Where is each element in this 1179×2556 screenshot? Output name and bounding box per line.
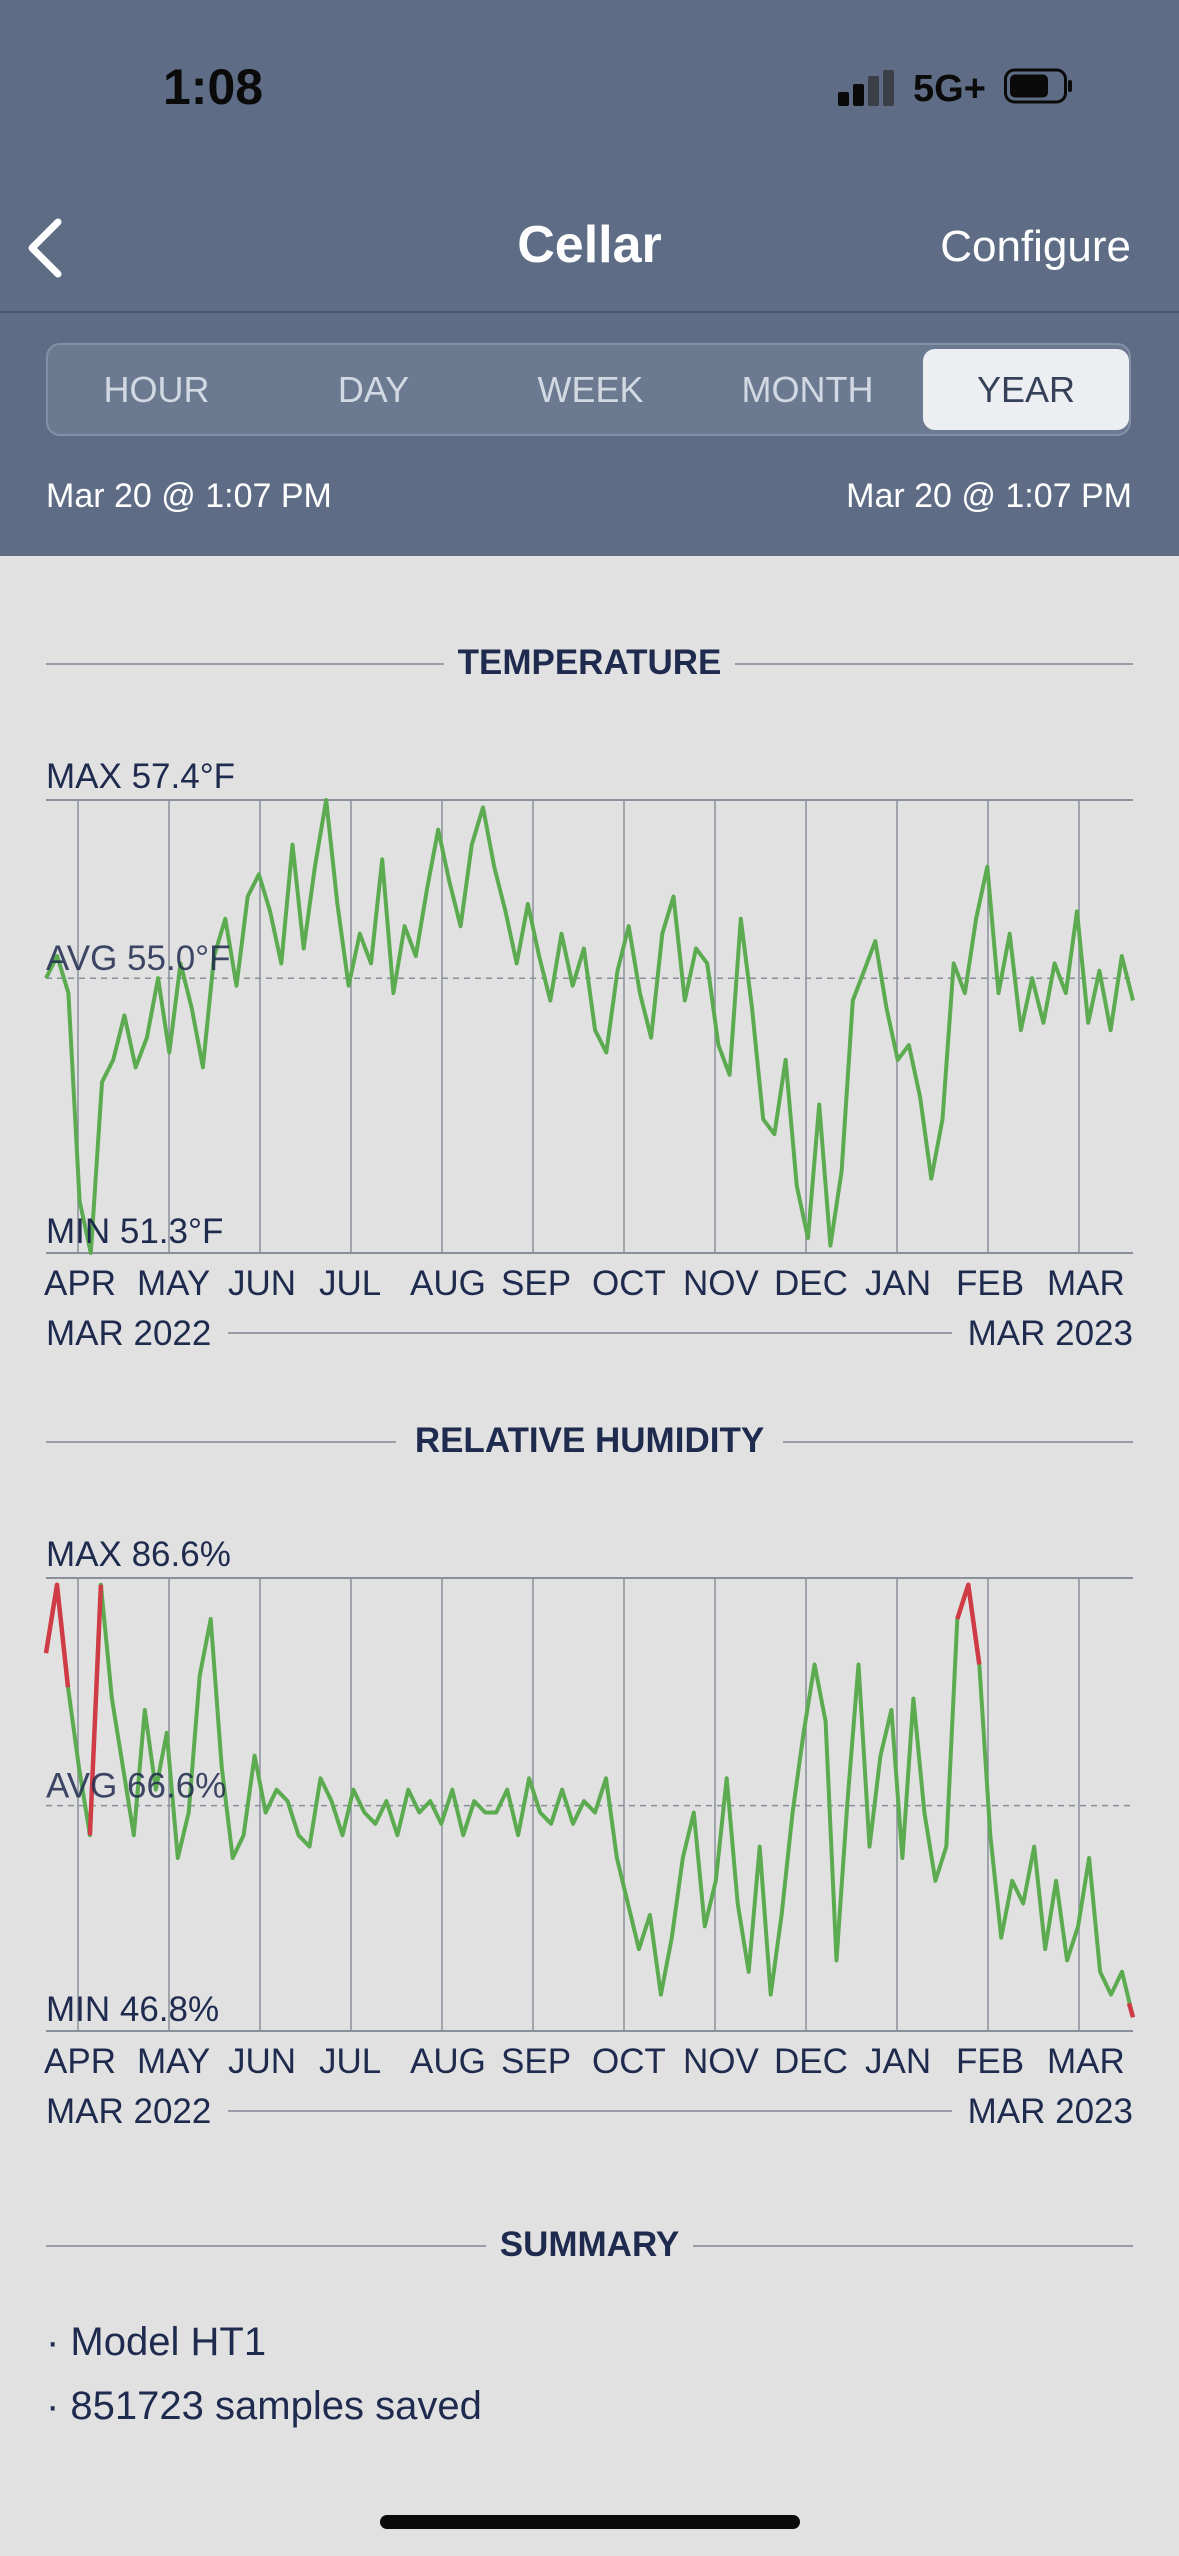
month-label: JAN: [865, 1264, 931, 1303]
header-bar: 1:08 5G+ Cellar Configure HOUR DAY WEEK …: [0, 0, 1179, 556]
series-line: [44, 798, 1135, 1255]
tab-hour[interactable]: HOUR: [103, 369, 210, 410]
network-label: 5G+: [913, 68, 986, 110]
chevron-left-icon: [28, 218, 62, 278]
alert-segment: [43, 1582, 71, 1688]
back-button[interactable]: [20, 210, 80, 280]
month-label: MAY: [137, 1264, 210, 1303]
tab-year[interactable]: YEAR: [923, 349, 1129, 430]
nav-divider: [0, 311, 1179, 313]
range-end: Mar 20 @ 1:07 PM: [846, 477, 1132, 515]
month-label: AUG: [410, 2042, 486, 2081]
month-label: DEC: [774, 1264, 848, 1303]
month-label: MAR: [1047, 1264, 1125, 1303]
month-label: MAY: [137, 2042, 210, 2081]
status-time: 1:08: [163, 59, 264, 115]
month-label: JUL: [319, 2042, 381, 2081]
month-label: SEP: [501, 1264, 571, 1303]
period-segmented-control: HOUR DAY WEEK MONTH YEAR: [46, 343, 1131, 436]
home-indicator: [380, 2515, 800, 2529]
month-label: NOV: [683, 1264, 760, 1303]
period-start-label: MAR 2022: [46, 2092, 211, 2128]
month-label: SEP: [501, 2042, 571, 2081]
summary-model: · Model HT1: [46, 2320, 267, 2364]
min-label: MIN 46.8%: [46, 1990, 219, 2029]
alert-segment: [87, 1584, 104, 1836]
configure-button[interactable]: Configure: [940, 222, 1131, 271]
alert-segment: [955, 1582, 982, 1665]
battery-icon: [1004, 68, 1074, 104]
tab-month[interactable]: MONTH: [741, 369, 874, 410]
month-label: OCT: [592, 2042, 666, 2081]
month-label: JUN: [228, 1264, 296, 1303]
month-label: NOV: [683, 2042, 760, 2081]
month-label: FEB: [956, 2042, 1024, 2081]
range-start: Mar 20 @ 1:07 PM: [46, 477, 332, 515]
tab-week[interactable]: WEEK: [537, 369, 644, 410]
min-label: MIN 51.3°F: [46, 1212, 223, 1251]
humidity-section-title: RELATIVE HUMIDITY: [46, 1421, 1133, 1461]
month-label: JUN: [228, 2042, 296, 2081]
signal-icon: [838, 70, 898, 106]
summary-section-title: SUMMARY: [46, 2225, 1133, 2265]
month-label: AUG: [410, 1264, 486, 1303]
period-end-label: MAR 2023: [968, 2092, 1133, 2128]
month-label: FEB: [956, 1264, 1024, 1303]
temperature-section-title: TEMPERATURE: [46, 643, 1133, 683]
tab-day[interactable]: DAY: [337, 369, 410, 410]
avg-label: AVG 55.0°F: [46, 939, 231, 978]
month-label: OCT: [592, 1264, 666, 1303]
month-label: JUL: [319, 1264, 381, 1303]
period-end-label: MAR 2023: [968, 1314, 1133, 1350]
max-label: MAX 86.6%: [46, 1535, 231, 1574]
page-title: Cellar: [517, 216, 662, 274]
month-label: APR: [44, 1264, 116, 1303]
series-line: [44, 1582, 1135, 2018]
month-label: DEC: [774, 2042, 848, 2081]
avg-label: AVG 66.6%: [46, 1767, 226, 1806]
humidity-chart: APR MAY JUN JUL AUG SEP OCT NOV DEC JAN FEB MAR MAX …: [43, 1535, 1136, 2128]
max-label: MAX 57.4°F: [46, 757, 235, 796]
alert-segment: [1126, 2002, 1136, 2018]
month-label: MAR: [1047, 2042, 1125, 2081]
temperature-chart: APR MAY JUN JUL AUG SEP OCT NOV DEC JAN FEB MAR MAX …: [44, 757, 1135, 1350]
summary-samples: · 851723 samples saved: [46, 2384, 482, 2428]
period-start-label: MAR 2022: [46, 1314, 211, 1350]
month-label: JAN: [865, 2042, 931, 2081]
month-label: APR: [44, 2042, 116, 2081]
